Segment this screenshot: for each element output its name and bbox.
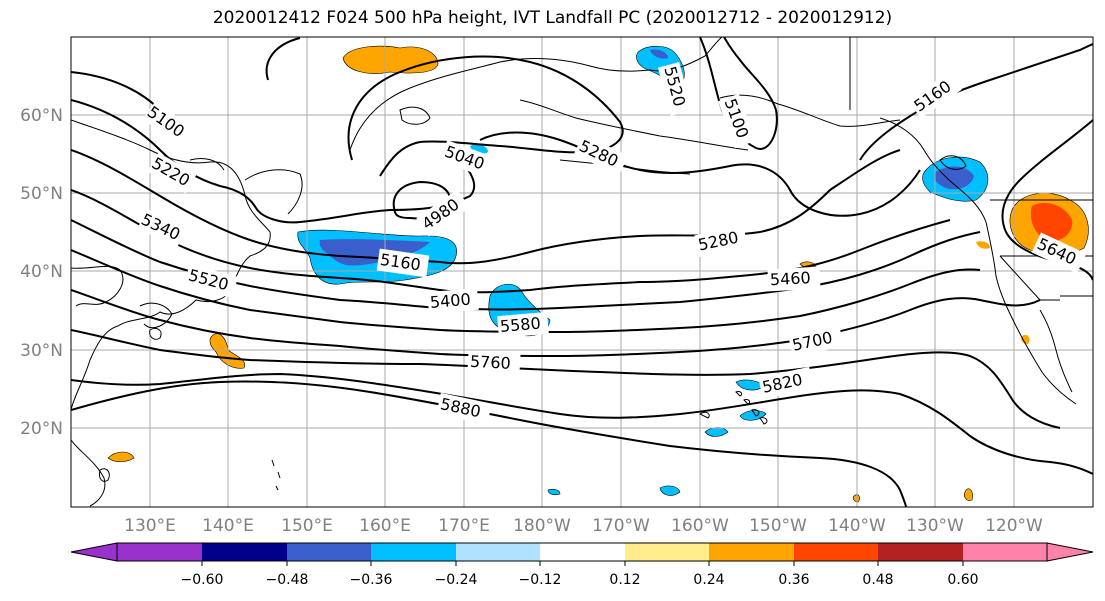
lon-label-170w: 170°W	[592, 516, 650, 536]
lon-label-140w: 140°W	[828, 516, 886, 536]
colorbar-bin-7	[625, 543, 709, 561]
colorbar-bin-4	[371, 543, 456, 561]
map-title: 2020012412 F024 500 hPa height, IVT Land…	[212, 8, 893, 28]
lon-label-180w: 180°W	[513, 516, 571, 536]
lon-label-130e: 130°E	[124, 516, 176, 536]
lon-label-150e: 150°E	[281, 516, 333, 536]
lon-label-160w: 160°W	[671, 516, 729, 536]
colorbar-bin-8	[709, 543, 794, 561]
colorbar-tick-7: 0.24	[693, 572, 724, 588]
lon-label-130w: 130°W	[906, 516, 964, 536]
contour-label-5400: 5400	[429, 289, 471, 311]
latitude-labels: 60°N 50°N 40°N 30°N 20°N	[20, 106, 63, 439]
colorbar-tick-5: −0.12	[519, 572, 562, 588]
lat-label-30n: 30°N	[20, 341, 63, 361]
colorbar-bin-10	[878, 543, 963, 561]
lat-label-40n: 40°N	[20, 262, 63, 282]
lon-label-170e: 170°E	[438, 516, 490, 536]
colorbar-tick-6: 0.12	[609, 572, 640, 588]
lat-label-60n: 60°N	[20, 106, 63, 126]
contour-label-5580: 5580	[499, 313, 541, 335]
colorbar-tick-1: −0.60	[181, 572, 224, 588]
colorbar-bin-2	[202, 543, 287, 561]
colorbar-max-extend	[1046, 542, 1094, 562]
colorbar-bin-3	[287, 543, 371, 561]
colorbar-tick-3: −0.36	[350, 572, 393, 588]
lon-label-120w: 120°W	[985, 516, 1043, 536]
lat-label-20n: 20°N	[20, 419, 63, 439]
colorbar-bin-1	[117, 543, 202, 561]
lon-label-150w: 150°W	[749, 516, 807, 536]
colorbar-bin-11	[963, 543, 1047, 561]
colorbar-tick-10: 0.60	[947, 572, 978, 588]
colorbar-tick-8: 0.36	[778, 572, 809, 588]
colorbar-tick-2: −0.48	[266, 572, 309, 588]
lon-label-140e: 140°E	[202, 516, 254, 536]
colorbar: −0.60 −0.48 −0.36 −0.24 −0.12 0.12 0.24 …	[70, 542, 1094, 588]
colorbar-bin-5	[456, 543, 540, 561]
longitude-labels: 130°E 140°E 150°E 160°E 170°E 180°W 170°…	[124, 516, 1043, 536]
colorbar-tick-9: 0.48	[862, 572, 893, 588]
colorbar-bin-9	[794, 543, 878, 561]
contour-label-5760: 5760	[470, 352, 512, 373]
graticule	[71, 37, 1093, 507]
lat-label-50n: 50°N	[20, 184, 63, 204]
colorbar-bin-6	[540, 543, 625, 561]
map-area: 5100 5220 5340 5520 4980 5040 5160 5400 …	[71, 37, 1093, 507]
map-frame	[70, 36, 1094, 508]
contour-label-5460: 5460	[770, 268, 812, 289]
lon-label-160e: 160°E	[359, 516, 411, 536]
colorbar-min-extend	[70, 542, 118, 562]
coastlines	[71, 37, 1093, 507]
colorbar-tick-4: −0.24	[435, 572, 478, 588]
contour-labels: 5100 5220 5340 5520 4980 5040 5160 5400 …	[137, 62, 1087, 426]
